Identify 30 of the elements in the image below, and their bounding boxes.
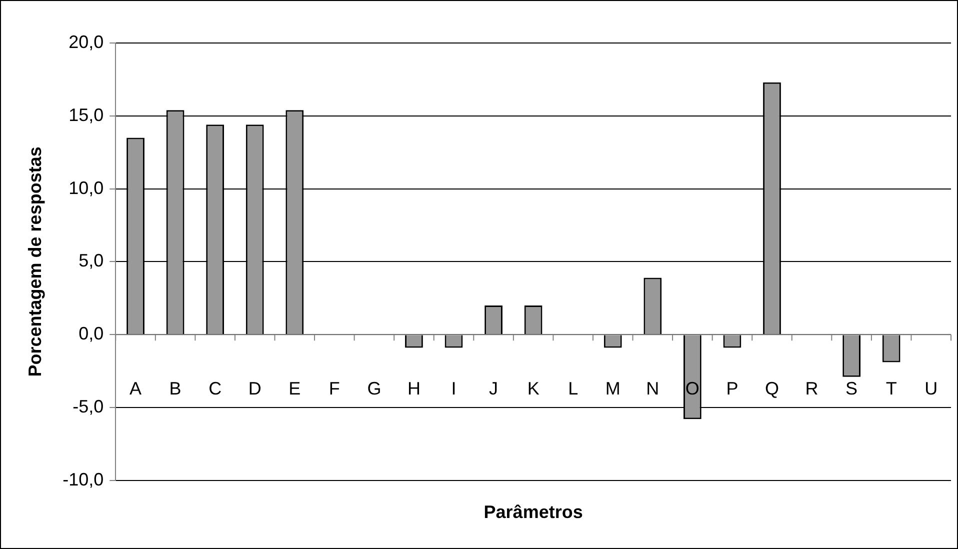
x-tick-label: O (685, 378, 700, 399)
y-tick-label: -5,0 (72, 396, 104, 416)
y-tick-label: 5,0 (78, 250, 104, 271)
x-tick-label: Q (764, 378, 779, 399)
y-tick-label: 15,0 (68, 104, 104, 125)
x-tick-label: R (805, 378, 818, 399)
x-tick-label: M (605, 378, 620, 399)
y-axis-title: Porcentagem de respostas (24, 146, 45, 377)
x-tick-label: K (527, 378, 540, 399)
x-tick-label: L (568, 378, 578, 399)
y-tick-label: 10,0 (68, 178, 104, 198)
y-tick-label: -10,0 (62, 469, 104, 490)
x-tick-label: A (130, 378, 142, 399)
x-tick-label: J (489, 378, 498, 399)
x-tick-label: U (924, 378, 938, 399)
x-tick-label: I (451, 378, 456, 399)
x-tick-label: D (248, 378, 262, 399)
x-tick-label: E (288, 378, 301, 399)
x-tick-label: T (886, 378, 897, 399)
x-tick-label: B (169, 378, 182, 399)
x-axis-title: Parâmetros (484, 502, 583, 522)
x-tick-label: C (208, 378, 222, 399)
x-tick-label: P (726, 378, 738, 399)
x-tick-label: N (646, 378, 660, 399)
x-tick-label: H (407, 378, 420, 399)
x-tick-label: F (328, 378, 340, 399)
y-tick-label: 20,0 (68, 32, 104, 52)
x-tick-label: G (367, 378, 382, 399)
y-tick-label: 0,0 (78, 324, 104, 344)
x-tick-label: S (846, 378, 858, 399)
